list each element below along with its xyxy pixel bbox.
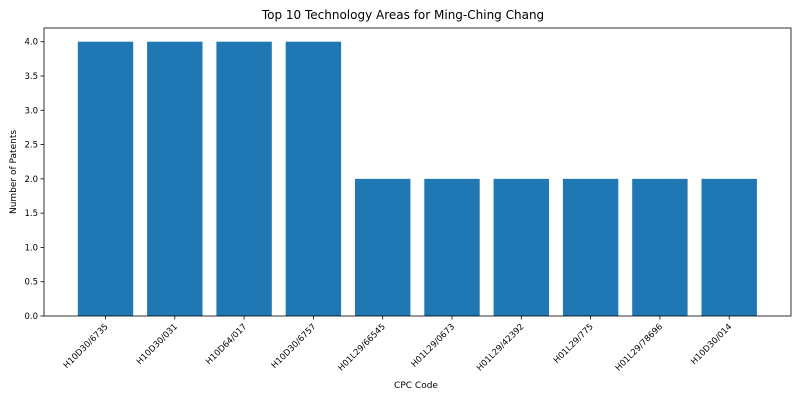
- x-tick-label-0: H10D30/6735: [62, 322, 111, 371]
- y-tick-label-0: 0.0: [24, 312, 38, 322]
- y-tick-label-3: 1.5: [24, 209, 38, 219]
- y-tick-label-8: 4.0: [24, 38, 38, 48]
- y-tick-label-7: 3.5: [24, 72, 38, 82]
- bar-7: [563, 179, 618, 316]
- x-tick-label-9: H10D30/014: [689, 322, 734, 367]
- bar-3: [286, 42, 341, 316]
- y-tick-label-5: 2.5: [24, 141, 38, 151]
- x-tick-label-4: H01L29/66545: [336, 322, 387, 373]
- y-axis-label: Number of Patents: [9, 130, 19, 214]
- y-tick-label-1: 0.5: [24, 278, 38, 288]
- chart-title: Top 10 Technology Areas for Ming-Ching C…: [261, 8, 544, 22]
- y-tick-label-6: 3.0: [24, 106, 38, 116]
- bars-group: [78, 42, 757, 316]
- bar-8: [632, 179, 687, 316]
- bar-0: [78, 42, 133, 316]
- x-tick-label-3: H10D30/6757: [270, 322, 319, 371]
- x-tick-label-1: H10D30/031: [135, 322, 180, 367]
- y-tick-label-2: 1.0: [24, 243, 38, 253]
- bar-1: [147, 42, 202, 316]
- bar-9: [702, 179, 757, 316]
- bar-2: [216, 42, 271, 316]
- x-tick-label-8: H01L29/78696: [614, 322, 665, 373]
- x-tick-label-7: H01L29/775: [552, 322, 596, 366]
- bar-4: [355, 179, 410, 316]
- bar-5: [424, 179, 479, 316]
- y-tick-label-4: 2.0: [24, 175, 38, 185]
- x-tick-label-5: H01L29/0673: [410, 322, 458, 370]
- x-tick-label-2: H10D64/017: [204, 322, 249, 367]
- y-axis-ticks: 0.0 0.5 1.0 1.5 2.0 2.5 3.0 3.5 4.0: [24, 38, 44, 322]
- bar-6: [494, 179, 549, 316]
- x-axis-label: CPC Code: [394, 381, 438, 391]
- x-axis-ticks: H10D30/6735 H10D30/031 H10D64/017 H10D30/67…: [62, 316, 735, 373]
- x-tick-label-6: H01L29/42392: [475, 322, 526, 373]
